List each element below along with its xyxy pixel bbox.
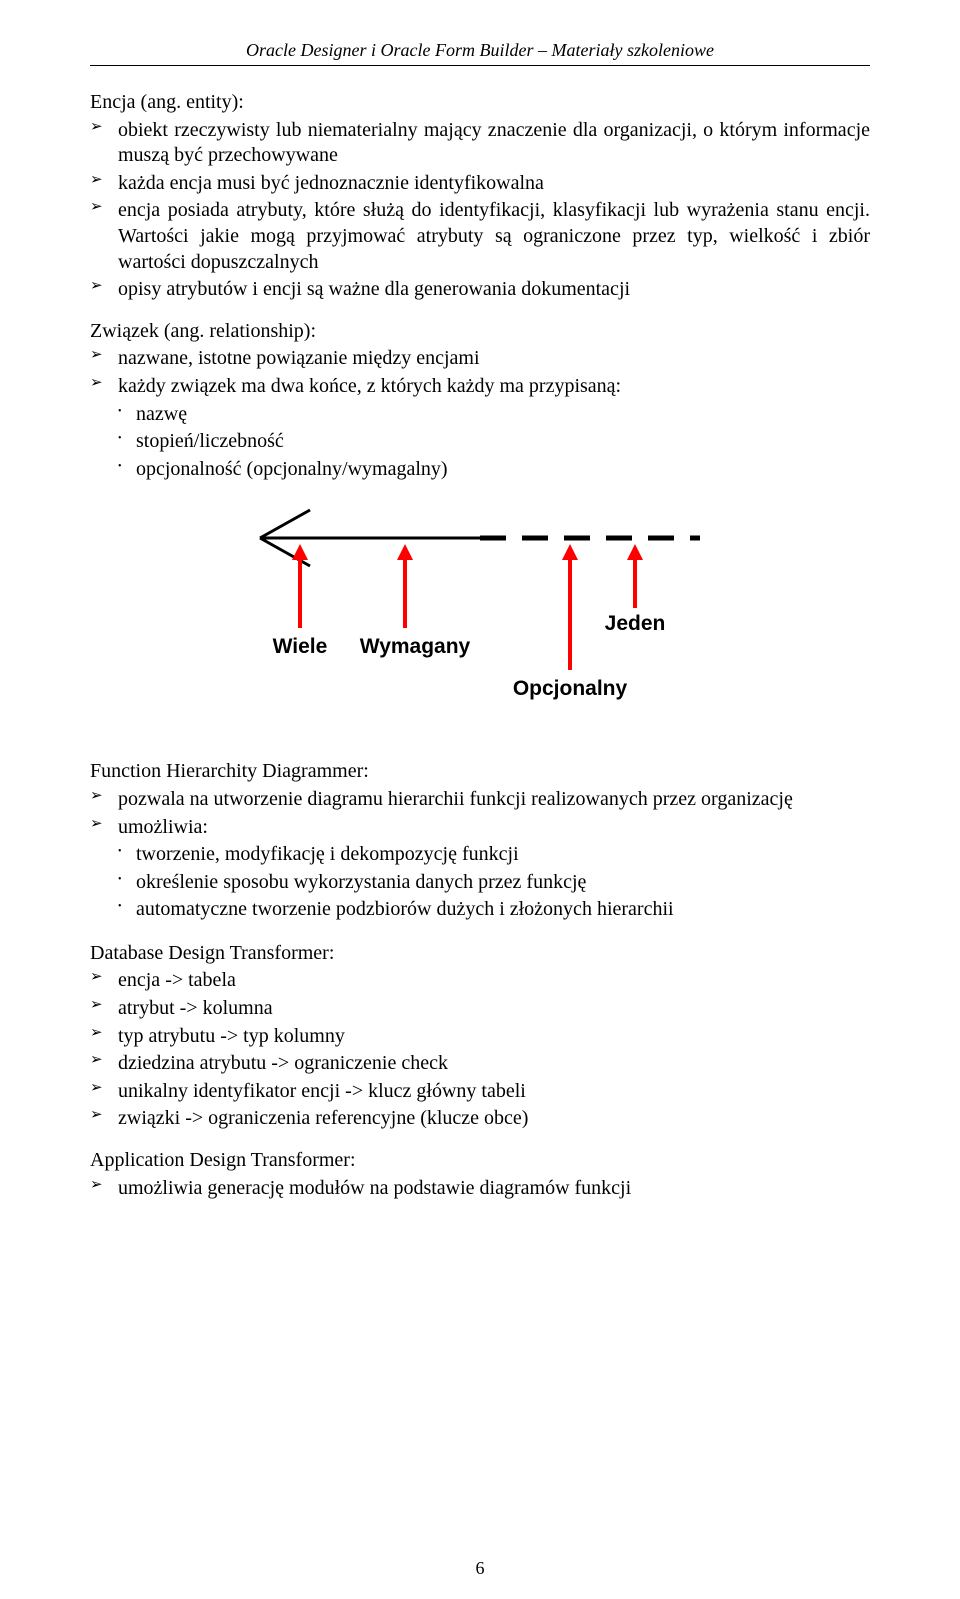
sublist-item: tworzenie, modyfikację i dekompozycję fu… <box>90 842 870 868</box>
label-opcjonalny: Opcjonalny <box>513 677 628 700</box>
ddt-title: Database Design Transformer: <box>90 941 870 967</box>
list-item: nazwane, istotne powiązanie między encja… <box>90 346 870 372</box>
encja-list: obiekt rzeczywisty lub niematerialny maj… <box>90 118 870 303</box>
relationship-diagram: Wiele Wymagany Jeden Opcjonalny <box>90 498 870 723</box>
zwiazek-sublist: nazwę stopień/liczebność opcjonalność (o… <box>90 402 870 483</box>
ddt-list: encja -> tabela atrybut -> kolumna typ a… <box>90 968 870 1132</box>
list-item: każda encja musi być jednoznacznie ident… <box>90 171 870 197</box>
adt-title: Application Design Transformer: <box>90 1148 870 1174</box>
list-item: obiekt rzeczywisty lub niematerialny maj… <box>90 118 870 169</box>
list-item: opisy atrybutów i encji są ważne dla gen… <box>90 277 870 303</box>
diagram-bg <box>240 498 720 718</box>
fhd-title: Function Hierarchity Diagrammer: <box>90 759 870 785</box>
list-item: każdy związek ma dwa końce, z których ka… <box>90 374 870 400</box>
list-item: pozwala na utworzenie diagramu hierarchi… <box>90 787 870 813</box>
fhd-sublist: tworzenie, modyfikację i dekompozycję fu… <box>90 842 870 923</box>
sublist-item: opcjonalność (opcjonalny/wymagalny) <box>90 457 870 483</box>
label-jeden: Jeden <box>605 612 666 635</box>
zwiazek-list: nazwane, istotne powiązanie między encja… <box>90 346 870 399</box>
list-item: typ atrybutu -> typ kolumny <box>90 1024 870 1050</box>
list-item: encja posiada atrybuty, które służą do i… <box>90 198 870 275</box>
fhd-list: pozwala na utworzenie diagramu hierarchi… <box>90 787 870 840</box>
header-rule <box>90 65 870 66</box>
list-item: unikalny identyfikator encji -> klucz gł… <box>90 1079 870 1105</box>
label-wymagany: Wymagany <box>360 635 471 658</box>
sublist-item: określenie sposobu wykorzystania danych … <box>90 870 870 896</box>
adt-list: umożliwia generację modułów na podstawie… <box>90 1176 870 1202</box>
zwiazek-title: Związek (ang. relationship): <box>90 319 870 345</box>
sublist-item: nazwę <box>90 402 870 428</box>
sublist-item: automatyczne tworzenie podzbiorów dużych… <box>90 897 870 923</box>
list-item: umożliwia generację modułów na podstawie… <box>90 1176 870 1202</box>
list-item: dziedzina atrybutu -> ograniczenie check <box>90 1051 870 1077</box>
list-item: związki -> ograniczenia referencyjne (kl… <box>90 1106 870 1132</box>
page-number: 6 <box>0 1558 960 1579</box>
sublist-item: stopień/liczebność <box>90 429 870 455</box>
list-item: atrybut -> kolumna <box>90 996 870 1022</box>
page-header: Oracle Designer i Oracle Form Builder – … <box>90 40 870 61</box>
list-item: encja -> tabela <box>90 968 870 994</box>
list-item: umożliwia: <box>90 815 870 841</box>
label-wiele: Wiele <box>273 635 328 658</box>
encja-title: Encja (ang. entity): <box>90 90 870 116</box>
